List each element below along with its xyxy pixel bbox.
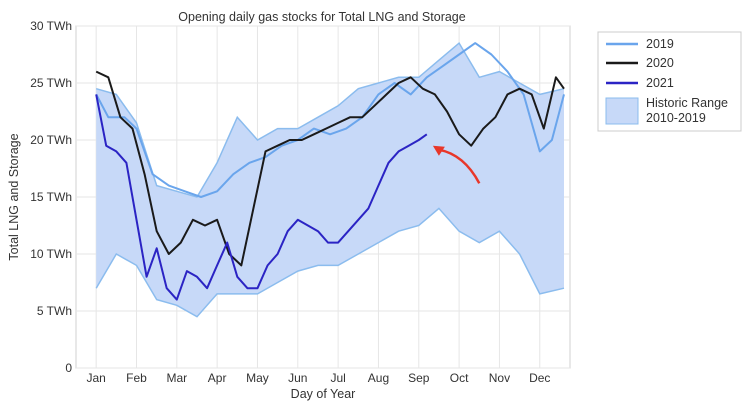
legend-label-2020: 2020	[646, 56, 674, 70]
annotation-layer	[432, 145, 481, 184]
series-line-2021	[95, 94, 428, 301]
x-tick-label: Oct	[450, 371, 469, 385]
chart-title: Opening daily gas stocks for Total LNG a…	[178, 10, 465, 24]
legend-swatch-historic-range	[605, 97, 639, 125]
x-tick-label: Dec	[529, 371, 550, 385]
legend-label-historic-range: Historic Range 2010-2019	[646, 96, 728, 125]
x-tick-labels: Jan Feb Mar Apr May Jun Jul Aug Sep Oct Nov Dec	[86, 371, 550, 385]
x-tick-label: Nov	[489, 371, 510, 385]
y-tick-label: 20 TWh	[30, 133, 72, 147]
historic-range-low-edge	[95, 207, 565, 318]
y-tick-label: 30 TWh	[30, 19, 72, 33]
x-tick-label: Feb	[126, 371, 147, 385]
x-tick-label: Jan	[86, 371, 105, 385]
y-tick-label: 25 TWh	[30, 76, 72, 90]
y-tick-labels: 0 5 TWh 10 TWh 15 TWh 20 TWh 25 TWh 30 TWh	[30, 19, 72, 375]
x-axis-title: Day of Year	[291, 387, 356, 401]
x-tick-label: Sep	[408, 371, 430, 385]
y-tick-label: 10 TWh	[30, 247, 72, 261]
x-tick-label: Mar	[166, 371, 187, 385]
legend-label-2019: 2019	[646, 37, 674, 51]
x-tick-label: Jun	[288, 371, 307, 385]
y-tick-label: 5 TWh	[37, 304, 72, 318]
legend: 2019 2020 2021 Historic Range 2010-2019	[597, 31, 742, 132]
x-tick-label: Apr	[208, 371, 227, 385]
historic-range-high-edge	[95, 41, 565, 198]
annotation-arrow-shaft	[438, 148, 481, 184]
series-line-2019	[95, 42, 565, 198]
y-tick-label: 15 TWh	[30, 190, 72, 204]
legend-label-2021: 2021	[646, 76, 674, 90]
y-tick-label: 0	[65, 361, 72, 375]
annotation-arrow-head	[432, 145, 445, 156]
y-axis-title: Total LNG and Storage	[7, 133, 21, 260]
x-tick-label: May	[246, 371, 269, 385]
x-tick-label: Aug	[368, 371, 389, 385]
series-line-2020	[95, 70, 565, 267]
x-tick-label: Jul	[330, 371, 345, 385]
series-lines	[95, 42, 565, 301]
